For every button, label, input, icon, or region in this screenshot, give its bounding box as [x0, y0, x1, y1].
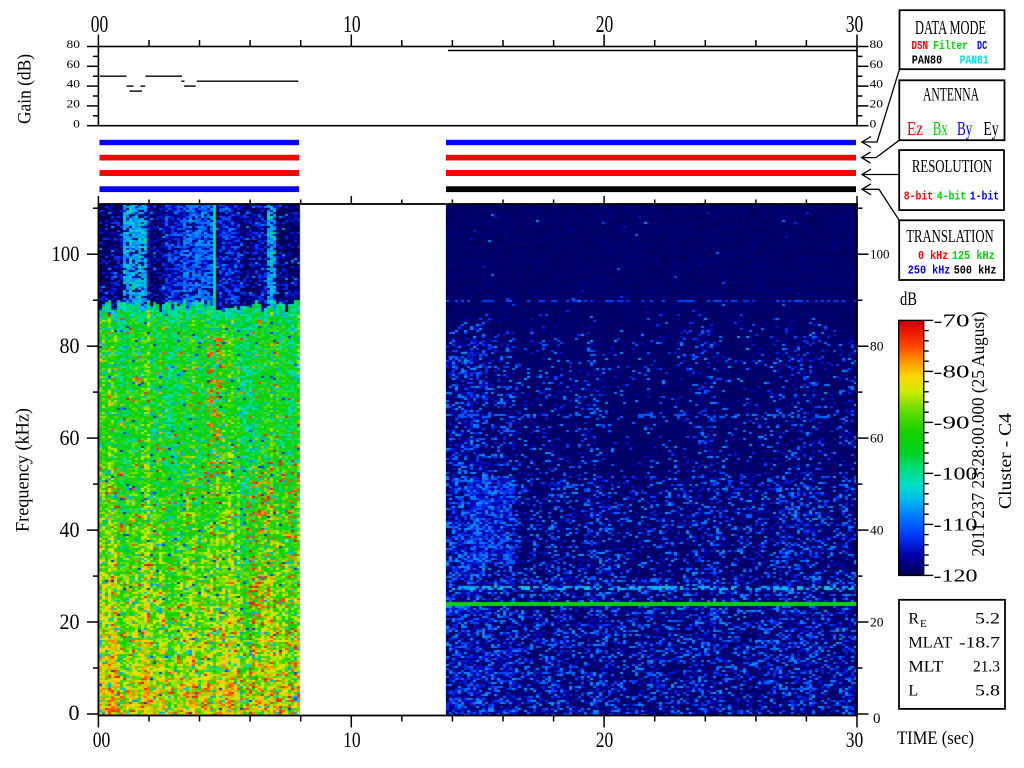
svg-text:0: 0 — [873, 711, 881, 727]
svg-text:30: 30 — [846, 12, 864, 38]
svg-text:80: 80 — [67, 37, 81, 51]
svg-text:4-bit: 4-bit — [937, 190, 966, 204]
svg-text:PAN81: PAN81 — [960, 54, 989, 68]
svg-text:2011 237 23:28:00.000 (25 Augu: 2011 237 23:28:00.000 (25 August) — [968, 312, 989, 557]
svg-text:0: 0 — [73, 116, 80, 130]
svg-text:5.2: 5.2 — [975, 611, 1000, 628]
svg-text:R: R — [908, 611, 919, 628]
svg-text:125 kHz: 125 kHz — [952, 249, 995, 263]
svg-text:40: 40 — [67, 77, 81, 91]
svg-text:-80: -80 — [934, 361, 970, 381]
svg-text:MLAT: MLAT — [908, 635, 952, 652]
svg-text:40: 40 — [870, 523, 884, 538]
svg-text:60: 60 — [67, 57, 81, 71]
svg-text:20: 20 — [870, 97, 884, 111]
svg-text:Gain (dB): Gain (dB) — [15, 54, 36, 124]
svg-text:DATA MODE: DATA MODE — [915, 17, 986, 39]
svg-text:8-bit: 8-bit — [904, 190, 933, 204]
svg-text:DC: DC — [977, 39, 987, 53]
svg-text:1-bit: 1-bit — [970, 190, 1000, 204]
svg-text:L: L — [908, 683, 918, 700]
svg-text:Ez: Ez — [907, 118, 923, 140]
svg-text:TIME (sec): TIME (sec) — [897, 728, 974, 749]
svg-text:-100: -100 — [934, 463, 978, 483]
svg-text:30: 30 — [846, 727, 864, 752]
svg-text:PAN80: PAN80 — [912, 54, 942, 68]
svg-text:80: 80 — [60, 333, 80, 358]
svg-text:5.8: 5.8 — [975, 683, 1000, 700]
svg-text:TRANSLATION: TRANSLATION — [906, 226, 993, 246]
svg-text:Filter: Filter — [933, 39, 968, 53]
svg-text:500 kHz: 500 kHz — [954, 264, 997, 278]
svg-text:-120: -120 — [934, 565, 978, 585]
svg-text:0: 0 — [870, 116, 877, 130]
svg-text:20: 20 — [596, 727, 614, 752]
svg-text:-90: -90 — [934, 412, 970, 432]
svg-text:DSN: DSN — [912, 39, 929, 53]
svg-text:-110: -110 — [934, 514, 978, 534]
svg-text:60: 60 — [870, 57, 884, 71]
svg-text:-70: -70 — [934, 310, 970, 330]
svg-text:Cluster - C4: Cluster - C4 — [995, 413, 1015, 509]
svg-text:10: 10 — [343, 727, 361, 752]
svg-text:-18.7: -18.7 — [959, 635, 1000, 652]
svg-text:MLT: MLT — [908, 659, 943, 676]
svg-text:100: 100 — [870, 247, 890, 262]
svg-text:20: 20 — [596, 12, 614, 38]
svg-text:80: 80 — [870, 37, 884, 51]
svg-text:00: 00 — [93, 727, 111, 752]
svg-text:dB: dB — [900, 289, 917, 310]
svg-text:100: 100 — [52, 241, 80, 266]
svg-text:250 kHz: 250 kHz — [908, 264, 951, 278]
svg-text:20: 20 — [870, 615, 884, 630]
svg-text:0: 0 — [69, 700, 80, 725]
svg-text:40: 40 — [60, 517, 80, 542]
svg-text:60: 60 — [60, 425, 80, 450]
svg-text:RESOLUTION: RESOLUTION — [912, 156, 992, 176]
svg-text:20: 20 — [67, 97, 81, 111]
svg-text:21.3: 21.3 — [973, 659, 1000, 676]
svg-text:00: 00 — [91, 12, 109, 38]
svg-text:Bx: Bx — [933, 118, 948, 140]
svg-text:60: 60 — [870, 431, 884, 446]
svg-text:80: 80 — [870, 339, 884, 354]
svg-text:40: 40 — [870, 77, 884, 91]
svg-text:10: 10 — [343, 12, 361, 38]
svg-text:E: E — [920, 618, 927, 630]
svg-text:0 kHz: 0 kHz — [918, 249, 948, 263]
svg-text:By: By — [957, 118, 972, 140]
svg-text:ANTENNA: ANTENNA — [923, 84, 979, 105]
svg-text:Frequency (kHz): Frequency (kHz) — [13, 408, 34, 532]
svg-text:20: 20 — [60, 609, 80, 634]
svg-text:Ey: Ey — [983, 118, 998, 140]
